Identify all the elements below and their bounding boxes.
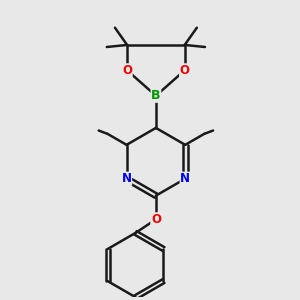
Text: N: N [122, 172, 132, 185]
Text: N: N [180, 172, 190, 185]
Text: B: B [151, 89, 160, 102]
Text: O: O [122, 64, 132, 77]
Text: O: O [151, 213, 161, 226]
Text: O: O [180, 64, 190, 77]
